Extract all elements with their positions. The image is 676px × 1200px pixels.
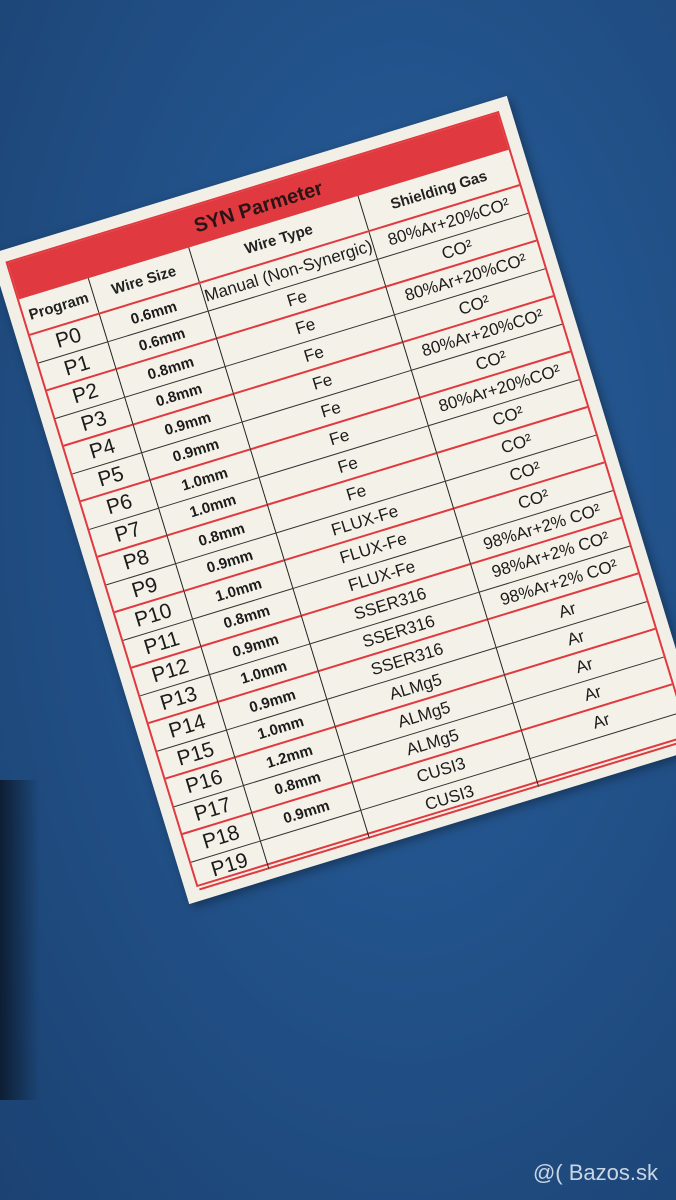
watermark: @( Bazos.sk <box>532 1160 658 1185</box>
dark-edge <box>0 780 40 1100</box>
label-frame: SYN Parmeter Program Wire Size Wire Type… <box>5 110 676 891</box>
syn-parameter-label: SYN Parmeter Program Wire Size Wire Type… <box>0 95 676 905</box>
